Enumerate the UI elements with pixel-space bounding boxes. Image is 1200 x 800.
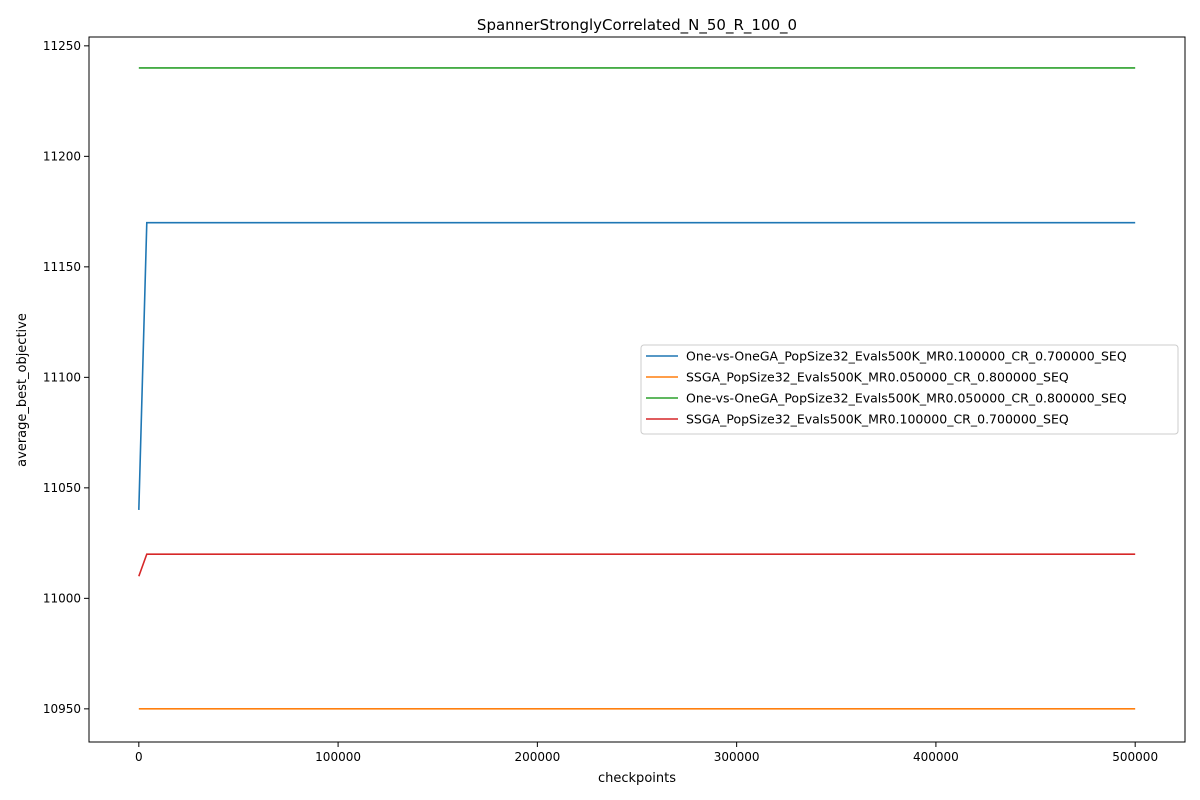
x-tick-label: 400000 (913, 750, 959, 764)
y-tick-label: 11050 (43, 481, 81, 495)
plot-area (138, 67, 1136, 710)
y-tick-label: 11000 (43, 591, 81, 605)
legend-label: SSGA_PopSize32_Evals500K_MR0.050000_CR_0… (686, 370, 1069, 385)
chart-title: SpannerStronglyCorrelated_N_50_R_100_0 (477, 16, 797, 35)
series-line-1 (138, 221, 1136, 510)
x-tick-label: 200000 (514, 750, 560, 764)
plot-frame (88, 36, 1186, 743)
y-axis: 10950 11000 11050 11100 11150 11200 11250 (43, 39, 89, 716)
legend-label: One-vs-OneGA_PopSize32_Evals500K_MR0.100… (686, 349, 1127, 364)
x-tick-label: 500000 (1112, 750, 1158, 764)
legend-box (640, 344, 1179, 435)
y-tick-label: 11250 (43, 39, 81, 53)
legend-label: One-vs-OneGA_PopSize32_Evals500K_MR0.050… (686, 391, 1127, 406)
y-tick-label: 11200 (43, 149, 81, 163)
series-line-4 (138, 553, 1136, 577)
x-axis: 0 100000 200000 300000 400000 500000 (135, 742, 1158, 764)
y-tick-label: 10950 (43, 702, 81, 716)
x-axis-label: checkpoints (598, 771, 676, 786)
legend-label: SSGA_PopSize32_Evals500K_MR0.100000_CR_0… (686, 412, 1069, 427)
x-tick-label: 0 (135, 750, 143, 764)
x-tick-label: 100000 (315, 750, 361, 764)
y-tick-label: 11150 (43, 260, 81, 274)
legend: One-vs-OneGA_PopSize32_Evals500K_MR0.100… (640, 344, 1179, 435)
y-axis-label: average_best_objective (15, 313, 30, 467)
y-tick-label: 11100 (43, 370, 81, 384)
x-tick-label: 300000 (714, 750, 760, 764)
